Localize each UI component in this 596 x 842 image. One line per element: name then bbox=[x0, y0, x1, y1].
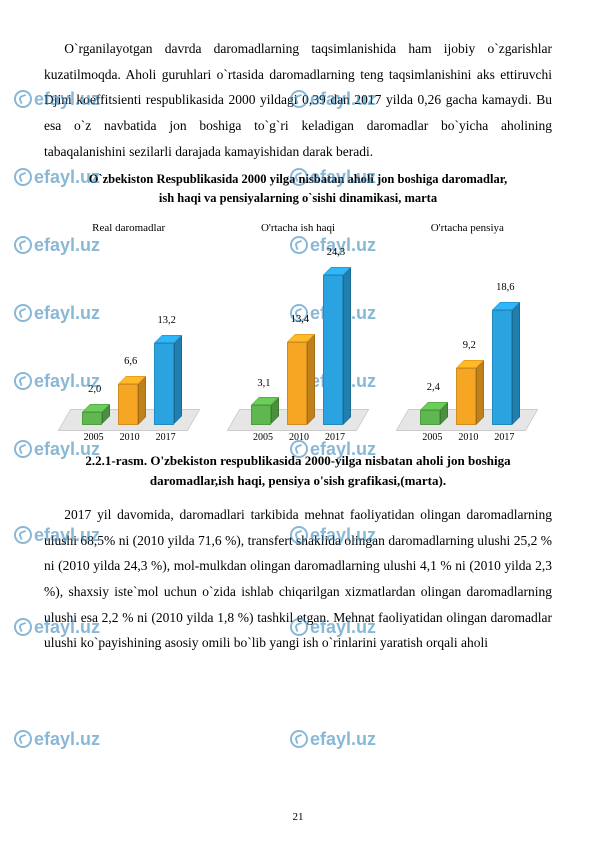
chart-panel: O'rtacha ish haqi 3,1 2005 13,4 2010 24,3 2017 bbox=[217, 218, 378, 445]
chart-panel: Real daromadlar 2,0 2005 6,6 2010 13,2 2017 bbox=[48, 218, 209, 445]
bar-value-label: 13,2 bbox=[157, 311, 175, 331]
caption-line2: daromadlar,ish haqi, pensiya o'sish graf… bbox=[150, 473, 446, 488]
bar-value-label: 18,6 bbox=[496, 278, 514, 298]
chart-panels-row: Real daromadlar2,020056,6201013,22017O'r… bbox=[44, 212, 552, 445]
x-tick-label: 2005 bbox=[80, 428, 108, 447]
bar-value-label: 2,0 bbox=[88, 380, 101, 400]
x-tick-label: 2005 bbox=[249, 428, 277, 447]
caption-line1: 2.2.1-rasm. O'zbekiston respublikasida 2… bbox=[85, 453, 510, 468]
chart-title-line1: O`zbekiston Respublikasida 2000 yilga ni… bbox=[44, 170, 552, 189]
panel-title: O'rtacha pensiya bbox=[431, 218, 504, 239]
page-number: 21 bbox=[0, 807, 596, 828]
bar-value-label: 6,6 bbox=[124, 352, 137, 372]
watermark: efayl.uz bbox=[14, 722, 100, 756]
x-tick-label: 2010 bbox=[454, 428, 482, 447]
x-tick-label: 2017 bbox=[490, 428, 518, 447]
panel-title: Real daromadlar bbox=[92, 218, 165, 239]
chart-title: O`zbekiston Respublikasida 2000 yilga ni… bbox=[44, 170, 552, 208]
x-tick-label: 2005 bbox=[418, 428, 446, 447]
figure-caption: 2.2.1-rasm. O'zbekiston respublikasida 2… bbox=[44, 451, 552, 493]
x-tick-label: 2017 bbox=[321, 428, 349, 447]
bar-value-label: 24,3 bbox=[327, 243, 345, 263]
bars-area: 2,0 2005 6,6 2010 13,2 2017 bbox=[64, 245, 194, 445]
x-tick-label: 2017 bbox=[152, 428, 180, 447]
bars-area: 2,4 2005 9,2 2010 18,6 2017 bbox=[402, 245, 532, 445]
bar-value-label: 13,4 bbox=[291, 310, 309, 330]
bar-value-label: 3,1 bbox=[257, 374, 270, 394]
bar-value-label: 9,2 bbox=[463, 336, 476, 356]
watermark: efayl.uz bbox=[290, 722, 376, 756]
paragraph-2: 2017 yil davomida, daromadlari tarkibida… bbox=[44, 502, 552, 656]
chart-panel: O'rtacha pensiya 2,4 2005 9,2 2010 18,6 2017 bbox=[387, 218, 548, 445]
bars-area: 3,1 2005 13,4 2010 24,3 2017 bbox=[233, 245, 363, 445]
bar-value-label: 2,4 bbox=[427, 378, 440, 398]
paragraph-1: O`rganilayotgan davrda daromadlarning ta… bbox=[44, 36, 552, 164]
chart-figure: O`zbekiston Respublikasida 2000 yilga ni… bbox=[44, 170, 552, 444]
x-tick-label: 2010 bbox=[116, 428, 144, 447]
x-tick-label: 2010 bbox=[285, 428, 313, 447]
chart-title-line2: ish haqi va pensiyalarning o`sishi dinam… bbox=[44, 189, 552, 208]
panel-title: O'rtacha ish haqi bbox=[261, 218, 335, 239]
